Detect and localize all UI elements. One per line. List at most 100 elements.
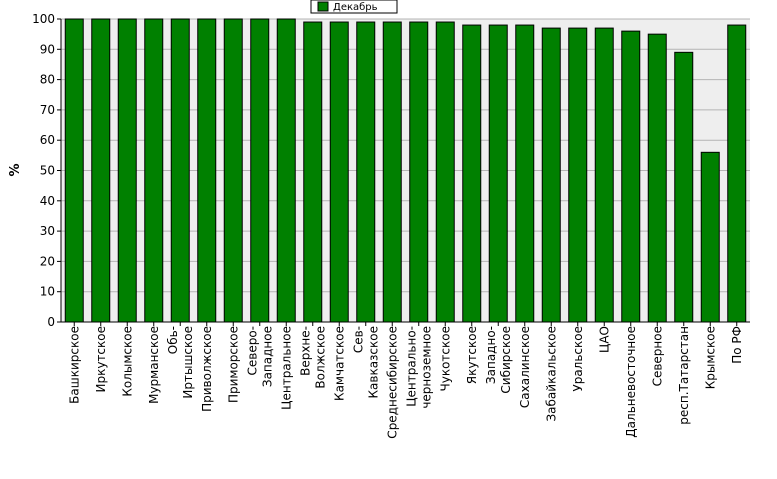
- x-tick-label: Колымское: [120, 326, 134, 397]
- bar: [329, 21, 349, 323]
- x-tick-label-line: Крымское: [703, 326, 717, 389]
- bar: [170, 18, 190, 323]
- x-tick-label: ЦАО: [597, 326, 611, 353]
- x-tick-label: Приволжское: [200, 326, 214, 412]
- x-tick-label-line: Северо-: [245, 326, 259, 376]
- x-tick-label-line: Уральское: [571, 326, 585, 392]
- bar: [197, 18, 217, 323]
- legend-box: [310, 0, 398, 14]
- x-tick-label: Центрально-черноземное: [404, 326, 433, 409]
- x-tick-label: Обь-Иртышское: [166, 326, 195, 399]
- x-tick-label-line: Камчатское: [332, 326, 346, 401]
- x-tick-label: Западно-Сибирское: [484, 326, 513, 394]
- x-tick-label: Северо-Западное: [245, 326, 274, 387]
- x-tick-label-line: Волжское: [313, 326, 327, 389]
- x-tick-label: Приморское: [226, 326, 240, 403]
- x-tick-label-line: Среднесибирское: [385, 326, 399, 439]
- bar: [117, 18, 137, 323]
- x-tick-label: Среднесибирское: [385, 326, 399, 439]
- x-tick-label-line: По РФ: [730, 326, 744, 364]
- x-tick-label: Сев-Кавказское: [351, 326, 380, 399]
- x-tick-label: Верхне-Волжское: [298, 326, 327, 389]
- bar: [727, 24, 747, 323]
- x-tick-label-line: Забайкальское: [544, 326, 558, 422]
- legend: Декабрь: [310, 0, 398, 14]
- x-tick-label-line: Кавказское: [366, 326, 380, 399]
- x-tick-label: Башкирское: [67, 326, 81, 404]
- bar: [223, 18, 243, 323]
- x-tick-label-line: Сев-: [351, 326, 365, 353]
- y-tick-label: 30: [40, 224, 55, 238]
- bar: [515, 24, 535, 323]
- x-tick-label: Северное: [650, 326, 664, 386]
- x-tick-label: Дальневосточное: [624, 326, 638, 438]
- x-tick-label-line: Сахалинское: [518, 326, 532, 408]
- x-tick-label-line: ЦАО: [597, 326, 611, 353]
- bar: [700, 151, 720, 323]
- x-tick-labels: Башкирское Иркутское Колымское Мурманское Об…: [67, 326, 744, 439]
- bar: [250, 18, 270, 323]
- y-tick-labels: 0 10 20 30 40 50 60 70 80 90 100: [32, 12, 55, 329]
- y-tick-label: 90: [40, 42, 55, 56]
- bars-series-december: [64, 18, 747, 323]
- x-tick-label: Мурманское: [147, 326, 161, 404]
- x-tick-label-line: Мурманское: [147, 326, 161, 404]
- bar: [541, 27, 561, 323]
- x-tick-label-line: Сибирское: [499, 326, 513, 394]
- x-tick-label-line: Верхне-: [298, 326, 312, 376]
- legend-label: Декабрь: [333, 2, 378, 13]
- x-tick-label-line: Приволжское: [200, 326, 214, 412]
- bar: [276, 18, 296, 323]
- bar: [488, 24, 508, 323]
- bar: [409, 21, 429, 323]
- x-tick-label: Иркутское: [94, 326, 108, 393]
- x-tick-label-line: Иркутское: [94, 326, 108, 393]
- x-tick-label-line: черноземное: [419, 326, 433, 409]
- x-tick-label-line: Колымское: [120, 326, 134, 397]
- x-tick-label-line: Обь-: [166, 326, 180, 354]
- legend-swatch: [317, 1, 329, 12]
- x-tick-label: Камчатское: [332, 326, 346, 401]
- bar: [91, 18, 111, 323]
- x-tick-label: По РФ: [730, 326, 744, 364]
- x-tick-label-line: Чукотское: [438, 326, 452, 391]
- bar: [462, 24, 482, 323]
- x-tick-label: Якутское: [465, 326, 479, 384]
- x-tick-label-line: Северное: [650, 326, 664, 386]
- x-tick-label: Сахалинское: [518, 326, 532, 408]
- bar: [435, 21, 455, 323]
- x-tick-label: Забайкальское: [544, 326, 558, 422]
- bar: [568, 27, 588, 323]
- x-tick-label-line: Центрально-: [404, 326, 418, 407]
- bar: [144, 18, 164, 323]
- bar: [621, 30, 641, 323]
- x-tick-label: Уральское: [571, 326, 585, 392]
- bar: [594, 27, 614, 323]
- x-tick-label: Чукотское: [438, 326, 452, 391]
- x-tick-label: респ.Татарстан: [677, 326, 691, 425]
- y-axis-label: %: [8, 163, 23, 176]
- x-tick-label-line: Иртышское: [181, 326, 195, 399]
- y-tick-label: 20: [40, 254, 55, 268]
- x-tick-label-line: Западное: [260, 326, 274, 387]
- x-tick-label: Крымское: [703, 326, 717, 389]
- y-tick-label: 0: [47, 315, 55, 329]
- bar: [356, 21, 376, 323]
- y-tick-label: 100: [32, 12, 55, 26]
- x-tick-label-line: Дальневосточное: [624, 326, 638, 438]
- bar: [303, 21, 323, 323]
- y-tick-label: 10: [40, 285, 55, 299]
- y-tick-label: 40: [40, 194, 55, 208]
- bar: [64, 18, 84, 323]
- x-tick-label-line: Западно-: [484, 326, 498, 384]
- y-tick-label: 60: [40, 133, 55, 147]
- y-tick-label: 70: [40, 103, 55, 117]
- axes: [57, 18, 750, 326]
- x-tick-label-line: Башкирское: [67, 326, 81, 404]
- x-tick-label-line: Якутское: [465, 326, 479, 384]
- y-tick-label: 50: [40, 164, 55, 178]
- y-tick-label: 80: [40, 73, 55, 87]
- x-tick-label-line: Приморское: [226, 326, 240, 403]
- x-tick-label: Центральное: [279, 326, 293, 410]
